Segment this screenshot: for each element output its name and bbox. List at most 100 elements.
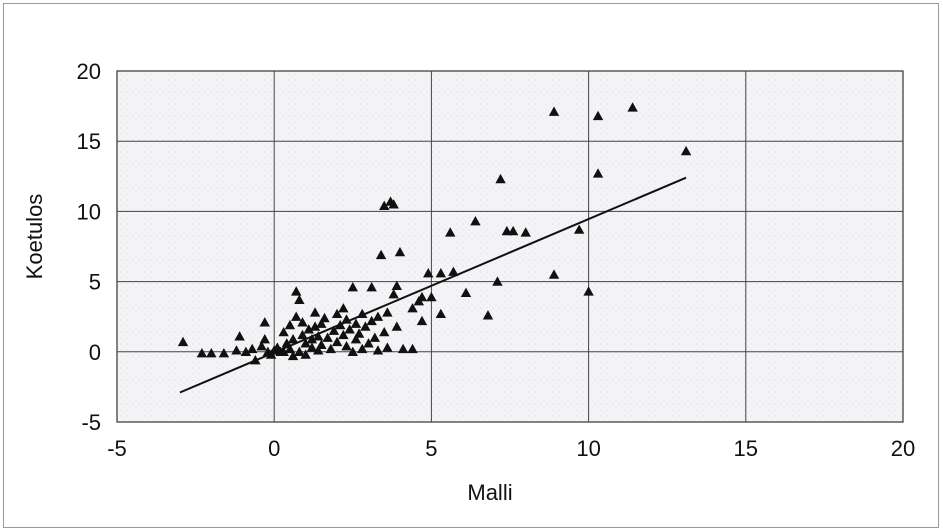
data-point <box>492 276 503 286</box>
trendline <box>179 176 687 394</box>
data-point <box>391 280 403 290</box>
data-point <box>218 348 230 358</box>
data-points <box>177 102 692 365</box>
x-tick-labels: -5 0 5 10 15 20 <box>107 436 915 461</box>
data-point <box>548 269 560 279</box>
data-point <box>341 340 352 351</box>
data-point <box>291 311 302 321</box>
x-axis-label: Malli <box>467 480 512 505</box>
data-point <box>372 345 384 355</box>
y-tick-label: 0 <box>89 340 101 365</box>
data-point <box>196 348 208 358</box>
data-point <box>382 342 393 352</box>
data-point <box>297 329 308 340</box>
data-point <box>460 287 472 297</box>
data-point <box>369 332 381 342</box>
data-point <box>507 225 519 236</box>
data-point <box>366 282 377 292</box>
data-point <box>177 336 189 347</box>
data-point <box>313 345 324 355</box>
data-point <box>350 318 362 328</box>
data-point <box>338 303 349 313</box>
data-point <box>325 343 336 354</box>
data-point <box>391 321 403 331</box>
x-tick-label: -5 <box>107 436 127 461</box>
data-point <box>470 216 481 226</box>
data-point <box>388 289 399 299</box>
data-point <box>306 342 318 352</box>
data-point <box>300 349 311 359</box>
x-tick-label: 0 <box>268 436 280 461</box>
y-tick-label: 10 <box>77 199 101 224</box>
y-tick-label: -5 <box>81 410 101 435</box>
data-point <box>347 346 358 356</box>
data-point <box>426 291 437 302</box>
data-point <box>407 303 418 313</box>
data-point <box>445 227 456 237</box>
data-point <box>350 333 362 344</box>
data-point <box>423 267 434 278</box>
data-point <box>206 348 217 358</box>
data-point <box>309 307 321 317</box>
x-tick-label: 15 <box>734 436 758 461</box>
data-point <box>344 324 355 334</box>
data-point <box>313 331 324 341</box>
data-point <box>627 102 638 112</box>
x-tick-label: 5 <box>425 436 437 461</box>
data-point <box>287 333 299 344</box>
data-point <box>357 343 368 354</box>
data-point <box>256 340 267 351</box>
y-tick-labels: -5 0 5 10 15 20 <box>77 59 101 435</box>
data-point <box>495 173 506 184</box>
data-point <box>375 249 387 260</box>
data-point <box>357 308 368 319</box>
data-point <box>259 333 270 344</box>
data-point <box>306 333 318 344</box>
data-point <box>335 319 346 330</box>
data-point <box>482 310 494 320</box>
data-point <box>341 314 352 324</box>
data-point <box>278 346 289 356</box>
data-point <box>297 317 308 327</box>
data-point <box>319 312 330 323</box>
data-point <box>680 145 692 156</box>
data-point <box>407 343 418 354</box>
data-point <box>416 291 428 302</box>
data-point <box>416 315 428 326</box>
data-point <box>300 338 311 348</box>
data-point <box>379 200 390 210</box>
y-tick-label: 15 <box>77 129 101 154</box>
data-point <box>372 311 384 321</box>
data-point <box>331 336 343 347</box>
data-point <box>592 110 604 121</box>
data-point <box>246 343 258 354</box>
data-point <box>388 199 399 209</box>
data-point <box>382 307 393 317</box>
data-point <box>287 350 299 361</box>
x-tick-label: 20 <box>891 436 915 461</box>
data-point <box>231 345 242 355</box>
y-tick-label: 5 <box>89 270 101 295</box>
data-point <box>448 266 459 276</box>
data-point <box>592 168 604 178</box>
data-point <box>294 346 305 356</box>
data-point <box>234 331 245 341</box>
data-point <box>328 325 340 335</box>
y-tick-label: 20 <box>77 59 101 84</box>
data-point <box>379 326 390 337</box>
data-point <box>278 326 289 337</box>
data-point <box>322 332 333 342</box>
data-point <box>394 246 406 257</box>
data-point <box>303 324 314 334</box>
data-point <box>338 329 349 340</box>
data-point <box>259 317 270 327</box>
data-point <box>291 286 302 296</box>
x-tick-label: 10 <box>576 436 600 461</box>
data-point <box>284 343 296 354</box>
data-point <box>316 318 327 328</box>
data-point <box>284 319 296 330</box>
data-point <box>294 294 305 305</box>
data-point <box>331 308 343 319</box>
data-point <box>397 343 409 354</box>
data-point <box>250 355 261 365</box>
